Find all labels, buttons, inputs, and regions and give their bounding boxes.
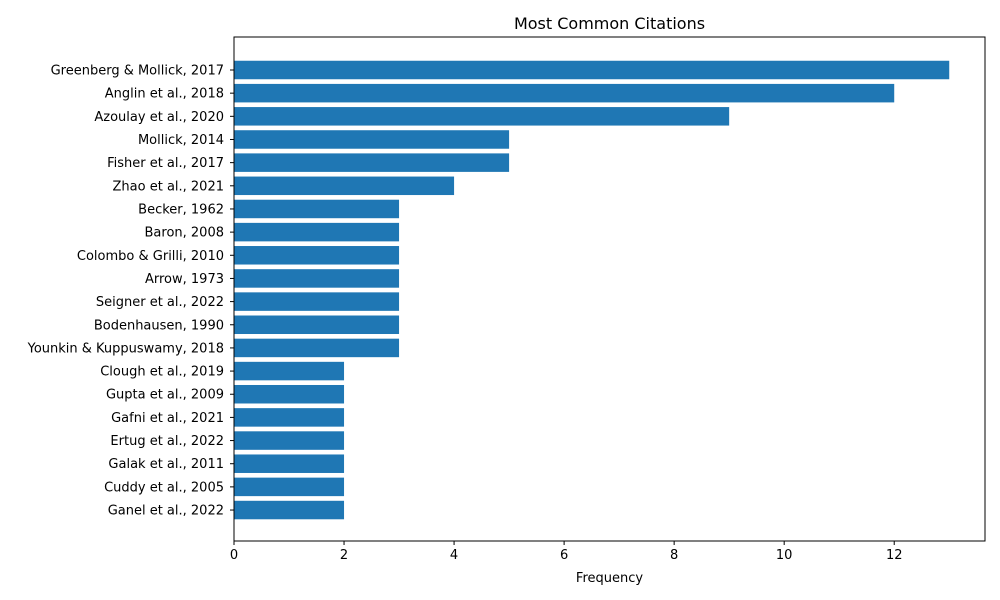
bar [234,431,345,450]
bar [234,222,400,242]
y-tick-label: Cuddy et al., 2005 [104,480,224,495]
x-tick-label: 0 [230,548,238,563]
bar [234,292,400,311]
y-tick-label: Baron, 2008 [145,226,225,241]
x-tick-label: 8 [670,548,678,563]
x-tick-label: 2 [340,548,348,563]
bar [234,130,510,149]
y-tick-label: Bodenhausen, 1990 [94,318,224,333]
x-tick-label: 12 [886,548,903,563]
y-tick-label: Zhao et al., 2021 [113,179,224,194]
bars-layer [234,60,950,520]
bar [234,246,400,265]
bar [234,107,730,126]
bar [234,477,345,497]
y-tick-label: Galak et al., 2011 [108,457,224,472]
y-tick-label: Greenberg & Mollick, 2017 [51,64,224,79]
x-tick-label: 10 [776,548,793,563]
y-tick-label: Clough et al., 2019 [100,365,224,380]
y-tick-label: Younkin & Kuppuswamy, 2018 [27,341,224,356]
bar [234,384,345,404]
bar [234,361,345,381]
x-axis-title: Frequency [576,571,643,586]
y-tick-label: Gafni et al., 2021 [111,411,224,426]
y-tick-label: Ertug et al., 2022 [110,434,224,449]
bar [234,153,510,172]
bar [234,408,345,427]
y-axis: Greenberg & Mollick, 2017 Anglin et al., … [27,64,234,519]
y-tick-label: Gupta et al., 2009 [106,388,224,403]
bar [234,315,400,335]
y-tick-label: Azoulay et al., 2020 [94,110,224,125]
bar [234,176,455,196]
bar [234,454,345,473]
y-tick-label: Anglin et al., 2018 [105,87,224,102]
y-tick-label: Colombo & Grilli, 2010 [77,249,224,264]
y-tick-label: Mollick, 2014 [138,133,224,148]
bar [234,269,400,288]
y-tick-label: Seigner et al., 2022 [96,295,224,310]
x-tick-label: 4 [450,548,458,563]
bar [234,60,950,80]
bar [234,500,345,520]
y-tick-label: Fisher et al., 2017 [107,156,224,171]
x-tick-label: 6 [560,548,568,563]
y-tick-label: Ganel et al., 2022 [108,504,224,519]
bar [234,83,895,103]
x-axis: 0 2 4 6 8 10 12 [230,541,903,563]
bar [234,338,400,358]
plot-border [233,36,986,542]
chart-title: Most Common Citations [514,14,705,33]
y-tick-label: Becker, 1962 [138,202,224,217]
plot-frame [233,36,986,542]
bar [234,199,400,219]
y-tick-label: Arrow, 1973 [145,272,224,287]
